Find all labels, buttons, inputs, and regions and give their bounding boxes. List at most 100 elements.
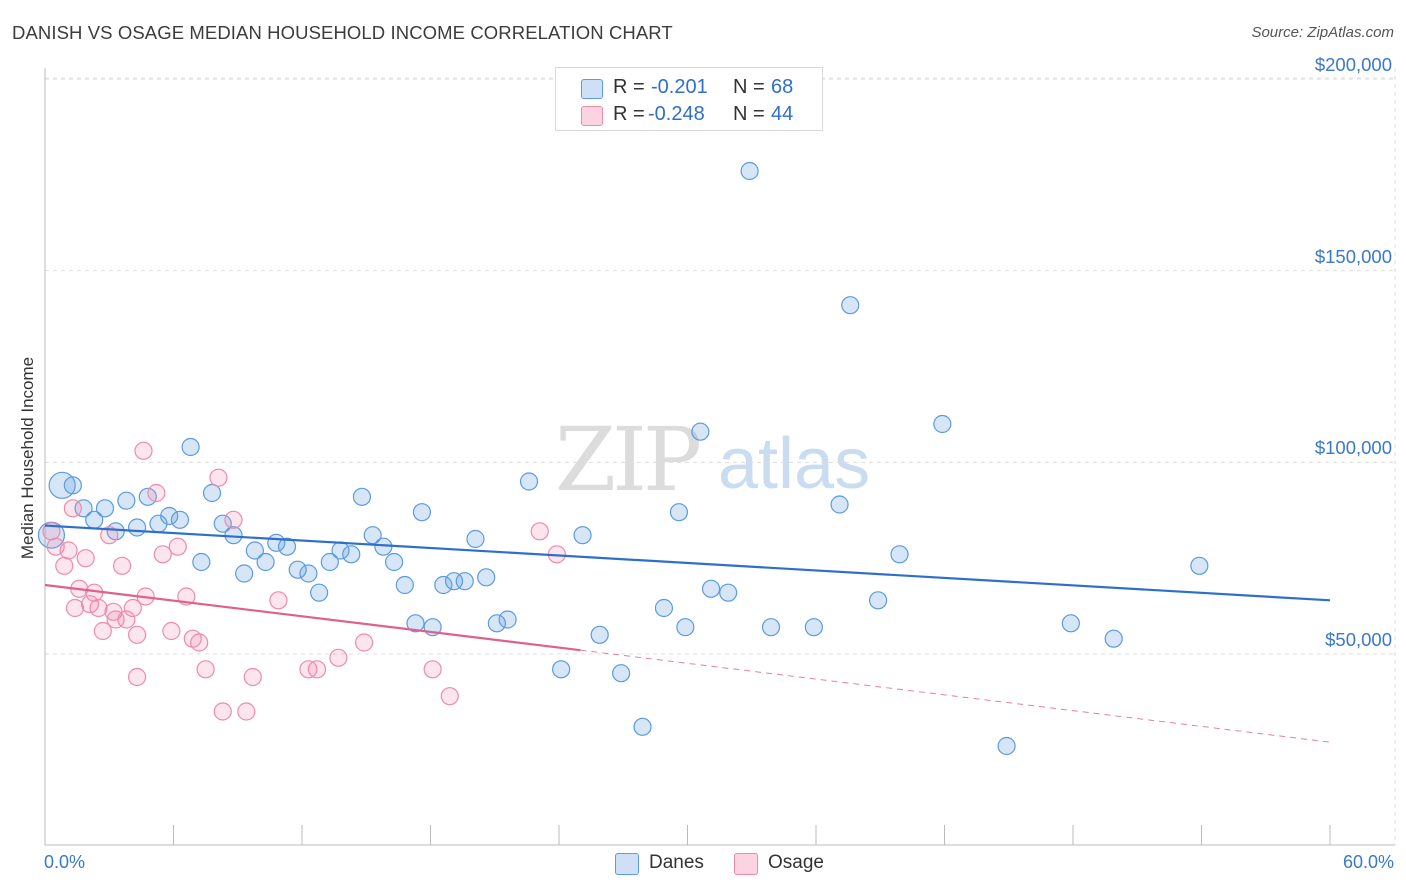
data-point-danes [63,476,82,495]
data-point-osage [89,598,108,618]
data-point-danes [519,472,539,491]
legend-row-danes: R = -0.201 N = 68 [556,73,822,101]
y-tick-label: $200,000 [1314,54,1392,75]
legend-r-label: R = [613,103,645,125]
data-point-danes [869,591,888,610]
data-point-osage [100,526,119,545]
bottom-legend-label-danes: Danes [649,852,704,873]
data-point-danes [299,564,318,583]
watermark-atlas: atlas [718,424,870,504]
data-point-danes [95,499,115,518]
data-point-danes [412,503,432,522]
data-point-osage [127,667,147,687]
data-point-danes [740,161,759,181]
axes [44,68,1395,846]
legend-n-label: N = [733,76,765,98]
data-point-danes [841,296,860,315]
legend-swatch-danes [581,79,603,99]
data-point-osage [65,598,85,618]
legend-r-label: R = [613,76,645,98]
data-point-osage [55,556,74,575]
watermark: ZIP atlas [555,408,870,511]
data-point-danes [669,503,689,522]
data-point-danes [455,572,474,591]
data-point-danes [552,660,571,679]
data-point-danes [997,736,1016,756]
data-point-danes [477,568,496,587]
trend-line-osage-extension [580,649,1331,743]
correlation-legend: R = -0.201 N = 68 R = -0.248 N = 44 [555,67,823,131]
chart-title: DANISH VS OSAGE MEDIAN HOUSEHOLD INCOME … [12,22,673,43]
data-point-osage [162,621,181,641]
data-point-osage [112,556,132,575]
data-point-osage [168,537,187,556]
watermark-zip: ZIP [555,408,700,511]
bottom-legend-swatch-danes [615,853,639,875]
data-point-danes [384,552,404,572]
data-point-osage [243,667,262,687]
legend-n-value-osage: 44 [771,103,794,125]
data-point-danes [691,422,710,441]
data-point-danes [434,575,453,595]
data-point-danes [138,487,157,506]
data-point-danes [406,614,425,633]
bottom-legend-swatch-osage [734,853,758,875]
x-tick-label-min: 0.0% [44,852,86,872]
data-point-danes [830,495,849,514]
data-point-danes [654,598,674,618]
data-point-osage [237,702,256,721]
y-tick-label: $50,000 [1325,629,1392,650]
legend-r-value-osage: -0.248 [648,103,705,125]
data-point-danes [160,506,179,526]
bottom-legend-label-osage: Osage [768,852,824,873]
data-point-danes [1104,629,1123,648]
data-point-danes [37,521,66,549]
data-point-danes [127,518,147,537]
data-point-osage [355,633,374,652]
data-point-osage [307,660,327,679]
data-point-danes [245,541,264,560]
data-point-osage [123,598,142,618]
y-tick-label: $100,000 [1314,437,1392,459]
data-point-osage [224,510,243,529]
data-point-danes [761,618,781,637]
data-point-osage [153,545,172,564]
legend-row-osage: R = -0.248 N = 44 [556,100,822,128]
data-point-osage [440,687,459,706]
data-point-danes [181,437,200,457]
data-point-danes [573,526,592,545]
trend-line-danes [44,524,1331,602]
data-point-osage [530,522,549,541]
data-point-danes [719,583,738,602]
data-point-osage [93,621,112,641]
data-point-danes [498,610,517,629]
data-point-danes [590,625,609,644]
data-point-danes [74,499,93,518]
data-point-danes [804,618,823,637]
data-point-danes [213,514,232,533]
data-point-danes [466,529,485,549]
data-point-osage [63,499,82,518]
data-point-danes [342,545,361,564]
y-tick-label: $150,000 [1314,245,1392,267]
data-point-danes [395,575,414,595]
data-point-danes [288,560,307,579]
data-point-osage [80,595,100,614]
data-point-danes [170,510,190,529]
data-point-danes [256,552,275,572]
data-point-danes [202,483,222,503]
data-point-danes [633,717,652,736]
data-point-osage [147,483,166,503]
data-point-osage [196,660,215,679]
data-point-danes [1061,614,1080,633]
data-point-osage [190,633,209,652]
data-point-danes [444,572,464,591]
series-danes [37,161,1209,756]
data-point-osage [127,625,147,644]
data-point-osage [106,610,125,629]
data-point-danes [701,579,721,598]
data-point-osage [329,648,348,667]
y-axis-label: Median Household Income [18,356,37,560]
data-point-danes [235,564,254,583]
